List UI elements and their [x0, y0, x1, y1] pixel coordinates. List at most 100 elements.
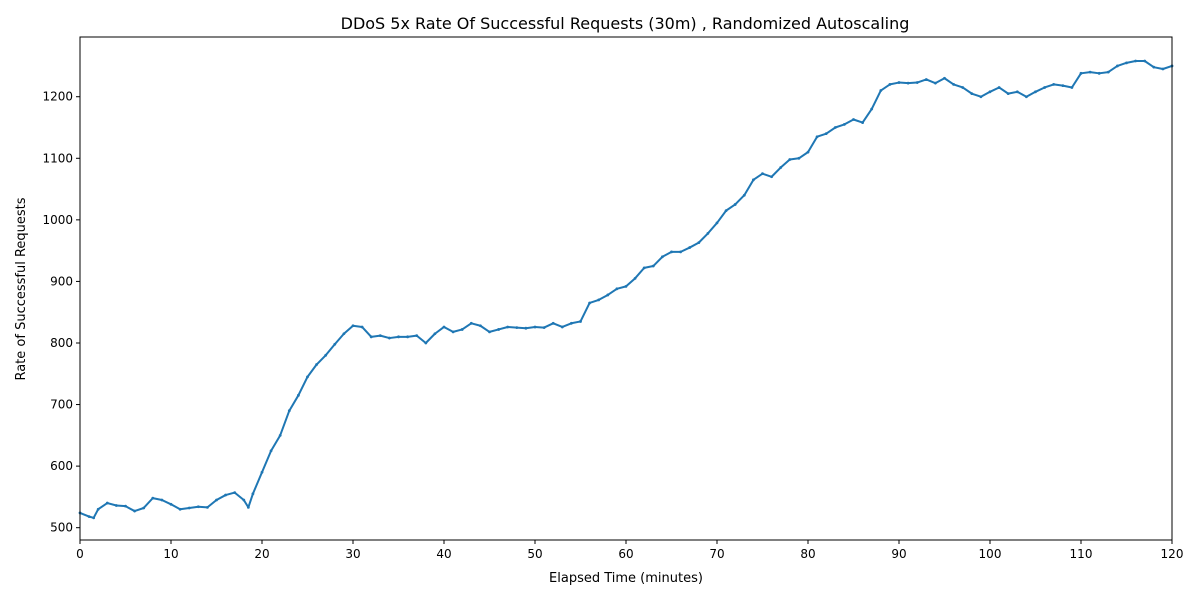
- data-point: [934, 81, 937, 85]
- data-point: [424, 341, 428, 345]
- data-point: [260, 470, 264, 474]
- data-point: [333, 342, 337, 346]
- data-point: [642, 266, 646, 270]
- data-point: [151, 496, 155, 500]
- data-point: [115, 504, 118, 507]
- y-tick-label: 600: [50, 459, 73, 473]
- data-point: [897, 81, 901, 84]
- y-tick-label: 1000: [42, 213, 73, 227]
- data-point: [378, 334, 382, 337]
- x-tick-label: 0: [76, 547, 84, 561]
- y-axis: 500 600 700 800 900 1000 1100 1200: [42, 90, 80, 535]
- data-point: [651, 264, 655, 268]
- data-point: [852, 118, 855, 121]
- y-tick-label: 700: [50, 398, 73, 412]
- data-point: [124, 504, 127, 508]
- data-point: [588, 301, 591, 305]
- data-point: [297, 393, 300, 397]
- data-point: [233, 491, 237, 494]
- data-point: [779, 166, 783, 169]
- data-point: [324, 353, 328, 357]
- data-point: [1143, 59, 1147, 63]
- data-point: [733, 203, 737, 206]
- data-point: [979, 95, 983, 99]
- data-point: [606, 293, 610, 297]
- data-point: [797, 156, 801, 160]
- data-point: [633, 276, 637, 280]
- data-point: [661, 255, 664, 259]
- data-point: [970, 92, 974, 96]
- data-point: [1061, 84, 1065, 88]
- data-point: [360, 325, 364, 329]
- data-point: [451, 330, 455, 334]
- data-point: [770, 175, 773, 179]
- data-point: [160, 498, 164, 502]
- data-point: [306, 375, 309, 379]
- data-point: [1079, 71, 1083, 75]
- x-axis: 0 10 20 30 40 50 60 70 80 90 100 110 120: [76, 540, 1183, 561]
- data-point: [178, 507, 182, 511]
- data-point: [570, 321, 573, 325]
- data-point: [388, 336, 391, 340]
- x-tick-label: 60: [618, 547, 633, 561]
- y-tick-label: 1100: [42, 151, 73, 165]
- data-point: [806, 150, 810, 154]
- data-point: [943, 76, 946, 80]
- data-point: [915, 81, 919, 84]
- y-tick-label: 1200: [42, 90, 73, 104]
- data-point: [224, 493, 228, 497]
- x-tick-label: 10: [163, 547, 178, 561]
- data-point: [542, 326, 546, 329]
- y-tick-label: 800: [50, 336, 73, 350]
- plot-frame: [79, 36, 1173, 541]
- data-point: [861, 121, 864, 124]
- data-point: [524, 326, 528, 330]
- data-point: [843, 123, 846, 126]
- data-point: [1116, 64, 1119, 68]
- data-point: [697, 241, 701, 245]
- data-point: [670, 250, 673, 254]
- data-point: [1052, 83, 1056, 86]
- data-point: [278, 433, 282, 437]
- data-point: [96, 507, 100, 511]
- data-point: [715, 221, 719, 225]
- data-point: [1025, 95, 1028, 99]
- data-point: [1015, 90, 1019, 94]
- data-point: [688, 246, 692, 249]
- data-point: [988, 90, 992, 94]
- data-point: [415, 334, 419, 337]
- x-tick-label: 20: [254, 547, 269, 561]
- data-point: [442, 325, 446, 329]
- data-point: [251, 492, 255, 496]
- x-tick-label: 90: [891, 547, 906, 561]
- data-point: [824, 132, 828, 136]
- data-point: [269, 449, 273, 453]
- data-point: [961, 86, 965, 89]
- data-point: [597, 298, 601, 302]
- x-axis-title: Elapsed Time (minutes): [549, 571, 703, 586]
- y-tick-label: 500: [50, 521, 73, 535]
- data-point: [724, 209, 728, 213]
- data-point: [870, 107, 874, 111]
- data-point: [1034, 90, 1037, 94]
- y-tick-label: 900: [50, 274, 73, 288]
- data-point: [342, 332, 346, 336]
- data-point: [888, 83, 892, 86]
- data-point: [351, 324, 355, 328]
- data-point: [906, 81, 910, 85]
- data-point: [615, 287, 619, 291]
- x-tick-label: 30: [345, 547, 360, 561]
- data-point: [479, 324, 482, 328]
- data-point: [752, 178, 755, 182]
- x-tick-label: 70: [709, 547, 724, 561]
- data-point: [506, 325, 510, 329]
- data-point: [1152, 65, 1156, 69]
- data-point: [579, 320, 582, 323]
- plot-area: [78, 59, 1174, 520]
- data-point: [1125, 61, 1128, 65]
- data-point: [788, 158, 792, 161]
- data-point: [315, 363, 318, 366]
- data-point: [952, 83, 955, 86]
